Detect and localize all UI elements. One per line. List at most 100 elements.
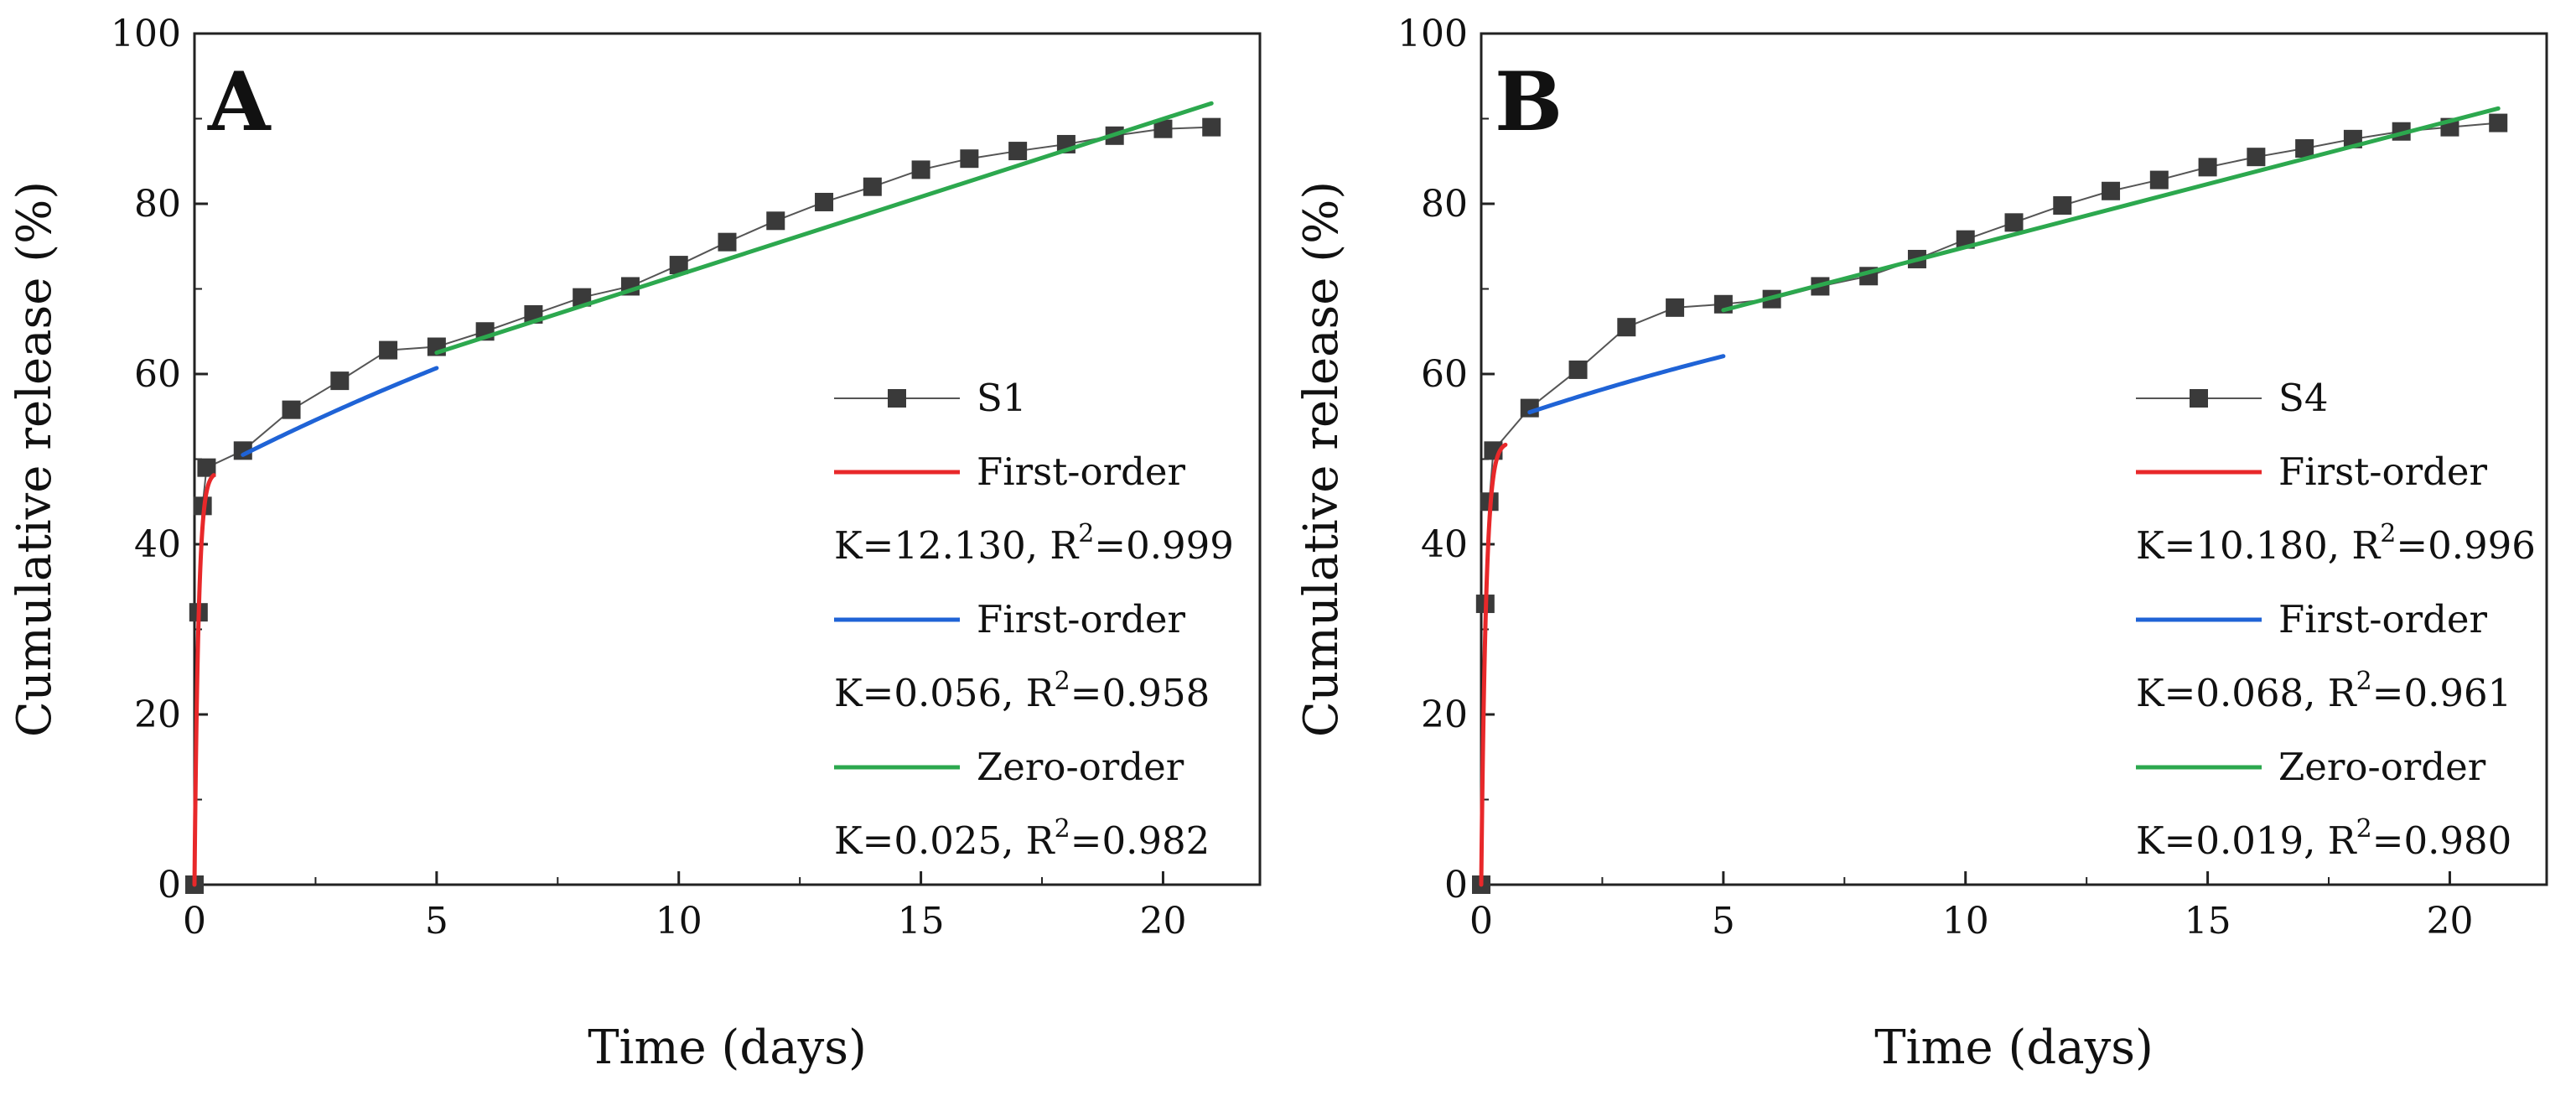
panel-b: 0 5 10 15 20 0 20 40 60 80 100 Time (days) Cumulativ…	[1294, 13, 2548, 1075]
y-tick-label: 40	[1421, 523, 1468, 566]
legend-label: First-order	[2278, 597, 2488, 641]
stats-value: =0.996	[2396, 523, 2536, 568]
data-point	[2198, 158, 2217, 177]
legend-label: S4	[2278, 376, 2328, 420]
data-point	[1202, 117, 1221, 137]
data-point	[669, 256, 688, 275]
fit-line-first-order-2	[1527, 354, 1726, 415]
y-tick-label: 60	[134, 353, 181, 396]
superscript-2: 2	[2356, 667, 2372, 696]
stats-value: =0.982	[1070, 818, 1210, 863]
x-tick-label: 20	[2426, 900, 2473, 943]
stats-value: =0.999	[1094, 523, 1234, 568]
x-tick-label: 15	[2185, 900, 2231, 943]
y-tick-label: 80	[1421, 183, 1468, 226]
legend-marker	[2190, 389, 2208, 408]
y-tick-label: 40	[134, 523, 181, 566]
panel-letter: B	[1495, 55, 1563, 149]
data-point	[379, 340, 398, 360]
y-tick-label: 20	[1421, 693, 1468, 736]
x-tick-label: 10	[1942, 900, 1989, 943]
x-tick-label: 5	[425, 900, 448, 943]
superscript-2: 2	[1078, 519, 1094, 548]
data-point	[2149, 170, 2169, 190]
stats-text: K=0.056, R	[834, 671, 1055, 715]
data-point	[2247, 148, 2266, 167]
x-tick-label: 0	[183, 900, 206, 943]
data-point	[863, 177, 882, 196]
data-point	[2053, 196, 2072, 216]
legend-label: First-order	[2278, 449, 2488, 494]
y-tick-label: 100	[111, 13, 181, 55]
y-axis-label: Cumulative release (%)	[1294, 181, 1349, 737]
data-point	[2102, 181, 2121, 200]
data-point	[2489, 113, 2508, 132]
legend-label: First-order	[977, 597, 1186, 641]
legend-stats: K=0.025, R2=0.982	[834, 814, 1210, 863]
data-point	[1568, 360, 1588, 379]
panel-a: 0 5 10 15 20 0 20 40 60 80 100 Time (days) Cumulativ…	[8, 13, 1262, 1075]
data-point	[960, 149, 979, 169]
stats-value: =0.958	[1070, 671, 1210, 715]
y-tick-label: 60	[1421, 353, 1468, 396]
stats-text: K=0.019, R	[2136, 818, 2357, 863]
data-point	[282, 400, 301, 419]
y-tick-label: 0	[1444, 864, 1468, 906]
fit-line-zero-order-3	[434, 101, 1214, 356]
legend-label: Zero-order	[2278, 745, 2486, 789]
x-axis-label: Time (days)	[1874, 1021, 2154, 1075]
data-point	[2004, 213, 2024, 232]
data-point	[330, 371, 350, 391]
panel-letter: A	[207, 55, 272, 149]
x-tick-label: 20	[1139, 900, 1186, 943]
data-point	[718, 232, 737, 252]
stats-text: K=12.130, R	[834, 523, 1079, 568]
legend-label: First-order	[977, 449, 1186, 494]
data-point	[1153, 119, 1173, 138]
x-axis-label: Time (days)	[588, 1021, 867, 1075]
legend-stats: K=12.130, R2=0.999	[834, 519, 1234, 568]
fit-line-zero-order-3	[1721, 106, 2501, 313]
superscript-2: 2	[2380, 519, 2396, 548]
stats-text: K=10.180, R	[2136, 523, 2381, 568]
stats-text: K=0.068, R	[2136, 671, 2357, 715]
data-point	[233, 441, 252, 460]
legend-label: S1	[977, 376, 1026, 420]
fit-line-first-order-1	[1479, 442, 1508, 887]
x-tick-label: 0	[1469, 900, 1493, 943]
y-tick-label: 80	[134, 183, 181, 226]
data-point	[573, 288, 592, 307]
legend-stats: K=10.180, R2=0.996	[2136, 519, 2536, 568]
data-point	[2295, 139, 2314, 158]
fit-line-first-order-2	[241, 366, 439, 457]
fit-line-first-order-1	[192, 473, 216, 887]
x-tick-label: 15	[898, 900, 945, 943]
stats-value: =0.961	[2372, 671, 2512, 715]
x-tick-label: 10	[656, 900, 702, 943]
superscript-2: 2	[1055, 667, 1070, 696]
data-point	[1666, 298, 1685, 317]
data-point	[1617, 318, 1636, 337]
legend-stats: K=0.068, R2=0.961	[2136, 667, 2511, 715]
y-axis-label: Cumulative release (%)	[8, 181, 62, 737]
stats-text: K=0.025, R	[834, 818, 1055, 863]
data-point	[815, 192, 834, 211]
data-point	[197, 458, 216, 477]
data-point	[1008, 142, 1028, 161]
legend-marker	[888, 389, 906, 408]
x-tick-label: 5	[1712, 900, 1735, 943]
data-point	[766, 211, 785, 231]
y-tick-label: 20	[134, 693, 181, 736]
superscript-2: 2	[2356, 814, 2372, 844]
legend-stats: K=0.056, R2=0.958	[834, 667, 1210, 715]
superscript-2: 2	[1055, 814, 1070, 844]
legend-label: Zero-order	[977, 745, 1184, 789]
y-tick-label: 0	[158, 864, 181, 906]
stats-value: =0.980	[2372, 818, 2512, 863]
y-tick-label: 100	[1397, 13, 1468, 55]
legend-stats: K=0.019, R2=0.980	[2136, 814, 2511, 863]
data-point	[911, 160, 930, 179]
